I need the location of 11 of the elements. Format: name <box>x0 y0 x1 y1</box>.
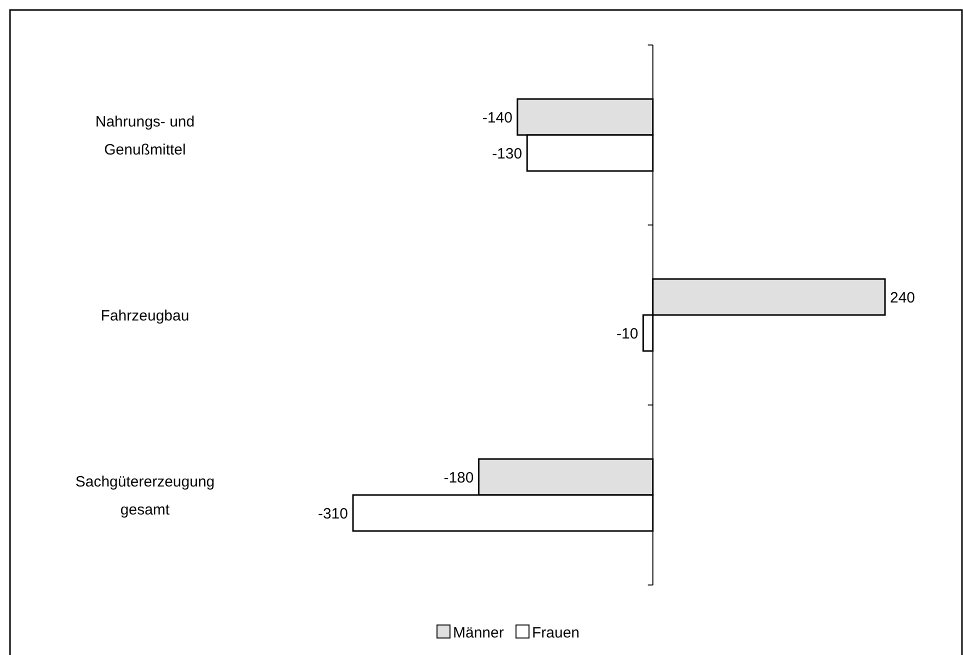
y-tick-label: Sachgütererzeugung gesamt <box>75 473 215 518</box>
data-label: -180 <box>444 469 474 486</box>
y-tick-label: Nahrungs- und Genußmittel <box>95 113 195 158</box>
legend-label: Frauen <box>532 624 580 642</box>
data-label: -10 <box>616 325 638 342</box>
y-tick-label: Fahrzeugbau <box>100 307 190 324</box>
data-label: -130 <box>492 145 522 162</box>
legend-label: Männer <box>453 624 504 642</box>
data-label: 240 <box>890 289 916 306</box>
data-label: -140 <box>482 109 512 126</box>
data-label: -310 <box>318 505 348 522</box>
